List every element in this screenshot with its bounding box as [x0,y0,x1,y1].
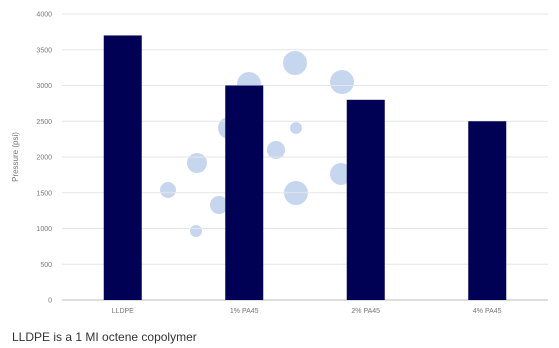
x-tick-label: 2% PA45 [351,308,380,315]
y-tick-label: 2500 [36,119,52,126]
decorative-bubble [160,182,176,198]
y-tick-labels: 0 500 1000 1500 2000 2500 3000 3500 4000 [36,12,52,305]
decorative-bubble [290,122,302,134]
y-tick-label: 3000 [36,83,52,90]
y-tick-label: 0 [48,298,52,305]
decorative-bubble [330,70,354,94]
bar-1-pa45 [225,85,264,300]
decorative-bubble [190,225,202,237]
decorative-bubble [187,153,207,173]
x-tick-label: 1% PA45 [230,308,259,315]
bar-chart: 0 500 1000 1500 2000 2500 3000 3500 4000 LLDPE 1%… [11,12,548,315]
x-tick-labels: LLDPE 1% PA45 2% PA45 4% PA45 [112,308,502,315]
y-tick-label: 4000 [36,12,52,19]
decorative-bubble [210,196,228,214]
bars [103,35,507,300]
bar-4-pa45 [468,121,507,300]
x-tick-label: LLDPE [112,308,135,315]
y-tick-label: 1500 [36,190,52,197]
y-tick-label: 2000 [36,155,52,162]
bar-lldpe [103,35,142,300]
y-tick-label: 500 [40,262,52,269]
x-tick-label: 4% PA45 [473,308,502,315]
y-axis-title: Pressure (psi) [11,132,20,182]
y-tick-label: 1000 [36,226,52,233]
bar-2-pa45 [346,99,385,300]
decorative-bubble [267,141,285,159]
decorative-bubble [330,163,352,185]
gridlines [62,13,548,301]
footnote: LLDPE is a 1 MI octene copolymer [12,330,197,344]
y-tick-label: 3500 [36,47,52,54]
decorative-bubble [283,51,307,75]
